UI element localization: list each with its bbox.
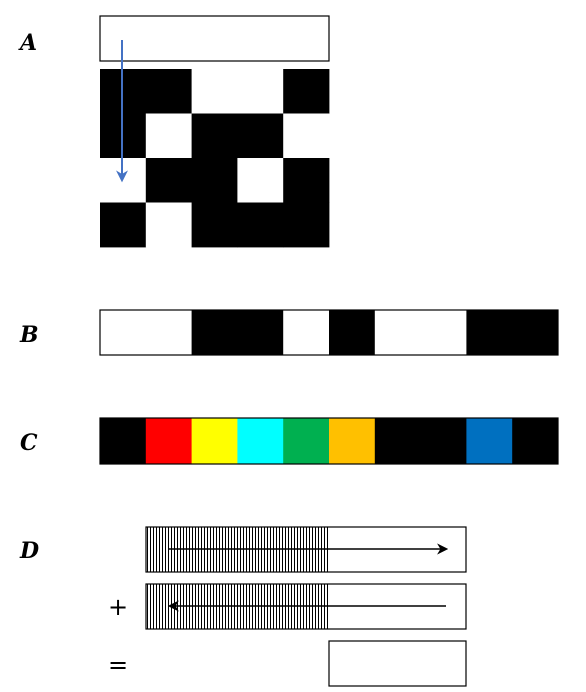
grid-cell — [283, 202, 330, 248]
strip-cell — [191, 310, 238, 355]
panel-letter-b: B — [19, 322, 39, 348]
grid-cell — [237, 113, 284, 159]
backward-bar — [145, 583, 467, 630]
grid-cell — [100, 69, 147, 114]
color-strip-border — [99, 417, 559, 465]
grid-cell — [283, 113, 330, 159]
strip-cell — [329, 310, 376, 355]
color-cell — [512, 418, 559, 464]
grid-cell — [100, 158, 147, 203]
color-cell — [374, 418, 421, 464]
plus-sign: + — [108, 593, 128, 621]
binary-strip-border — [99, 309, 559, 356]
grid-cell — [145, 158, 192, 203]
color-cell — [466, 418, 513, 464]
grid-cell — [283, 158, 330, 203]
result-box — [328, 640, 467, 687]
grid-cell — [145, 202, 192, 248]
panel-letter-a: A — [18, 30, 37, 56]
grid-cell — [237, 69, 284, 114]
strip-cell — [374, 310, 421, 355]
strip-cell — [466, 310, 513, 355]
grid-cell — [145, 69, 192, 114]
grid-cell — [237, 158, 284, 203]
grid-cell — [191, 202, 238, 248]
color-cell — [100, 418, 147, 464]
grid-cell — [191, 113, 238, 159]
strip-cell — [100, 310, 147, 355]
forward-bar-border — [145, 526, 467, 573]
backward-bar-border — [145, 583, 467, 630]
color-cell — [420, 418, 467, 464]
strip-cell — [237, 310, 284, 355]
grid-cell — [145, 113, 192, 159]
color-cell — [237, 418, 284, 464]
strip-cell — [283, 310, 330, 355]
empty-input-bar — [99, 15, 330, 62]
equals-sign: = — [108, 651, 128, 679]
grid-cell — [237, 202, 284, 248]
panel-letter-d: D — [19, 538, 39, 564]
color-cell — [191, 418, 238, 464]
strip-cell — [512, 310, 559, 355]
strip-cell — [420, 310, 467, 355]
binary-grid — [100, 69, 330, 248]
grid-cell — [191, 158, 238, 203]
color-cell — [329, 418, 376, 464]
strip-cell — [145, 310, 192, 355]
color-cell — [145, 418, 192, 464]
grid-cell — [100, 202, 147, 248]
color-strip — [100, 418, 559, 464]
grid-cell — [100, 113, 147, 159]
binary-strip — [100, 310, 559, 355]
forward-bar — [145, 526, 467, 573]
grid-cell — [283, 69, 330, 114]
color-cell — [283, 418, 330, 464]
grid-cell — [191, 69, 238, 114]
panel-letter-c: C — [20, 430, 38, 456]
